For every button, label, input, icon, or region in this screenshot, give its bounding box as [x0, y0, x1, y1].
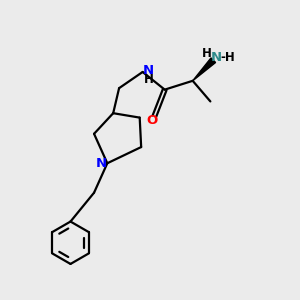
Text: H: H: [202, 47, 212, 60]
Text: N: N: [95, 157, 106, 170]
Text: O: O: [146, 114, 158, 127]
Text: N: N: [211, 51, 222, 64]
Text: -H: -H: [220, 51, 235, 64]
Polygon shape: [193, 58, 216, 81]
Text: H: H: [144, 73, 154, 86]
Text: N: N: [143, 64, 154, 77]
